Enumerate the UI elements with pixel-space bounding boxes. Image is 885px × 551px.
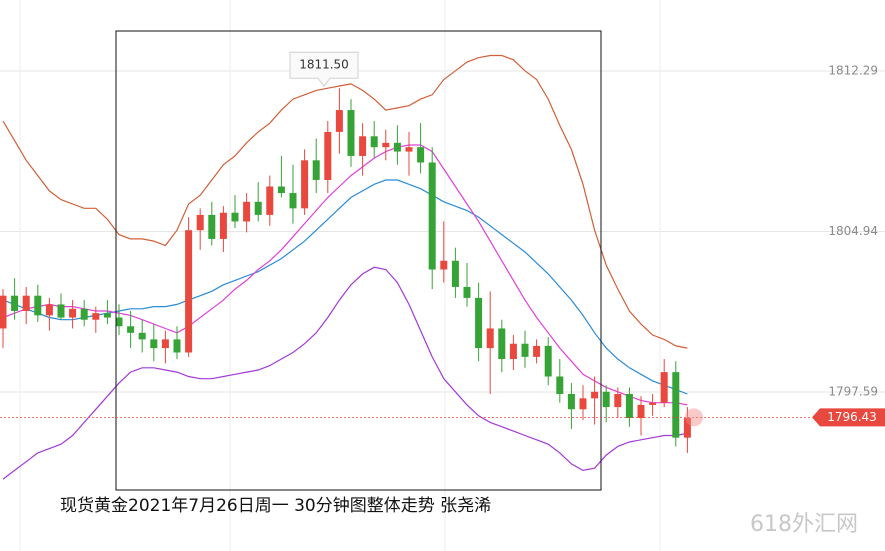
- candle-body: [0, 295, 7, 329]
- candle-body: [498, 328, 506, 360]
- candle-body: [103, 313, 111, 318]
- candle-body: [637, 404, 645, 418]
- candle-body: [312, 160, 320, 180]
- candle-body: [370, 136, 378, 148]
- y-tick-label: 1797.59: [828, 385, 878, 399]
- last-price-tag: [812, 408, 885, 427]
- annotation-label: 1811.50: [299, 58, 349, 72]
- candle-body: [556, 376, 564, 394]
- candle-body: [521, 343, 529, 357]
- last-price-glow: [685, 408, 703, 427]
- candle-body: [34, 295, 42, 316]
- candle-body: [161, 339, 169, 349]
- plot-area: [0, 54, 691, 480]
- high-annotation: 1811.50: [289, 51, 359, 88]
- candle-body: [57, 304, 65, 318]
- candle-body: [533, 345, 541, 357]
- candle-body: [649, 402, 657, 405]
- candle-body: [185, 230, 193, 353]
- candle-body: [196, 214, 204, 231]
- candle-body: [475, 297, 483, 349]
- candle-body: [324, 131, 332, 180]
- candle-body: [359, 136, 367, 156]
- candle-body: [567, 393, 575, 410]
- vertical-grid: [19, 0, 661, 551]
- candle-body: [231, 212, 239, 222]
- candle-body: [289, 193, 297, 209]
- candle-body: [393, 142, 401, 152]
- candle-body: [69, 308, 77, 318]
- indicator-line: [2, 144, 688, 406]
- candle-body: [486, 328, 494, 349]
- candle-body: [683, 418, 691, 438]
- candle-body: [80, 308, 88, 320]
- candle-body: [335, 110, 343, 132]
- candle-body: [672, 372, 680, 438]
- candle-body: [115, 317, 123, 327]
- indicator-line: [2, 266, 688, 480]
- candle-body: [45, 304, 53, 316]
- candle-body: [625, 393, 633, 418]
- candle-body: [579, 398, 587, 410]
- candle-body: [451, 260, 459, 287]
- candle-body: [138, 332, 146, 340]
- candle-body: [11, 295, 19, 311]
- candle-body: [208, 214, 216, 239]
- y-tick-label: 1804.94: [828, 224, 878, 238]
- candle-body: [428, 162, 436, 270]
- candle-body: [417, 147, 425, 163]
- candle-body: [440, 260, 448, 270]
- y-tick-label: 1812.29: [828, 63, 878, 77]
- candle-body: [614, 393, 622, 408]
- candle-body: [347, 110, 355, 156]
- candle-body: [509, 343, 517, 360]
- annotation-box: [289, 51, 359, 88]
- candle-body: [254, 201, 262, 215]
- candle-body: [92, 313, 100, 320]
- candle-body: [277, 186, 285, 194]
- candle-body: [127, 326, 135, 333]
- candle-body: [405, 147, 413, 152]
- watermark: 618外汇网: [750, 512, 858, 537]
- candle-body: [602, 391, 610, 408]
- indicator-line: [2, 179, 688, 395]
- overlays: 1811.50 1796.43: [0, 51, 885, 427]
- candle-body: [382, 142, 390, 148]
- candle-body: [660, 372, 668, 403]
- candle-body: [266, 186, 274, 215]
- candle-body: [219, 212, 227, 239]
- candle-body: [173, 339, 181, 353]
- candle-body: [243, 201, 251, 222]
- candle-body: [591, 391, 599, 399]
- candle-body: [463, 286, 471, 298]
- highlight-frame: [115, 30, 602, 491]
- candle-body: [150, 339, 158, 349]
- candle-body: [544, 345, 552, 377]
- indicator-line: [2, 54, 688, 349]
- caption: 现货黄金2021年7月26日周一 30分钟图整体走势 张尧浠: [60, 496, 491, 516]
- grid: 1812.29 1804.94 1797.59: [0, 63, 885, 399]
- last-price-label: 1796.43: [827, 410, 877, 424]
- candle-body: [22, 295, 30, 311]
- candle-body: [301, 160, 309, 209]
